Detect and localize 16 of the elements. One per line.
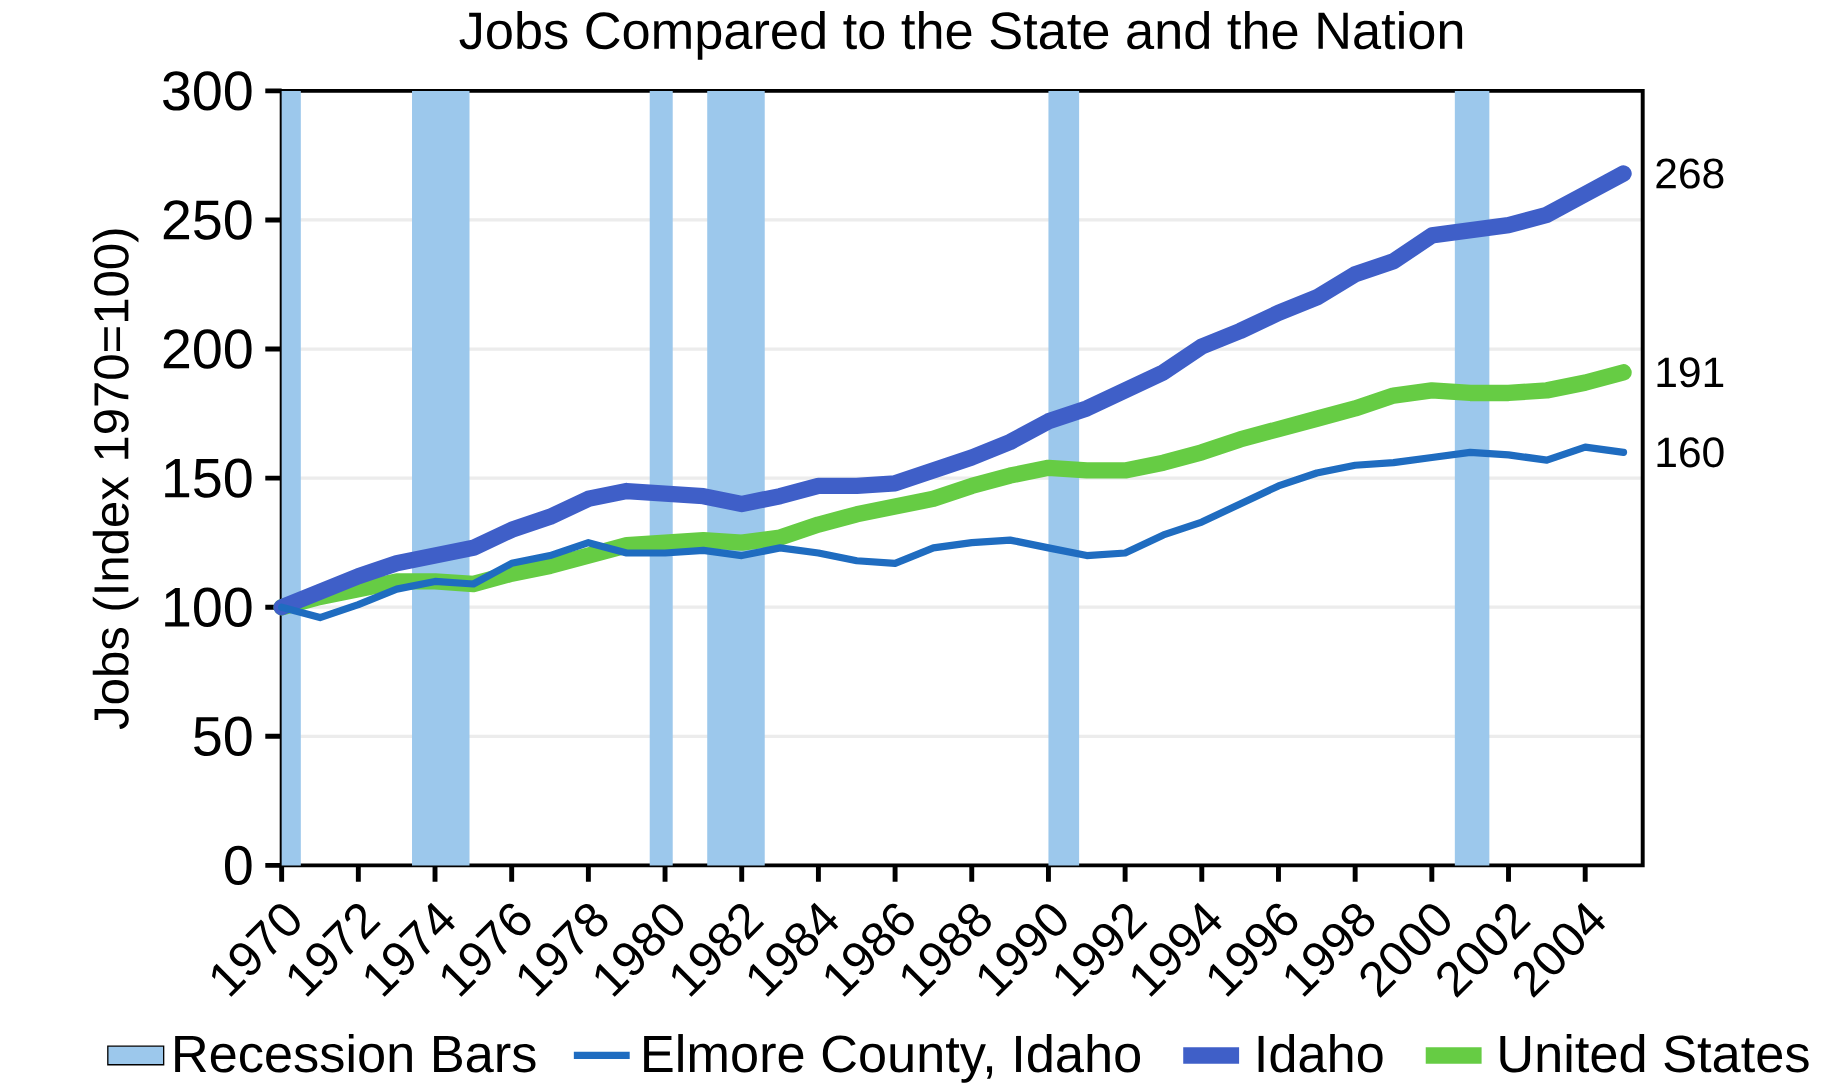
- data-label: 268: [1656, 158, 1724, 189]
- y-tick-label: 250: [163, 200, 252, 240]
- legend-label: Elmore County, Idaho: [644, 1034, 1141, 1083]
- legend-label: United States: [1500, 1034, 1809, 1073]
- chart-title: Jobs Compared to the State and the Nation: [459, 10, 1463, 60]
- y-tick-label: 100: [165, 587, 252, 627]
- y-axis-title: Jobs (Index 1970=100): [92, 229, 139, 730]
- y-tick-label: 50: [194, 716, 252, 757]
- data-label: 160: [1657, 437, 1724, 468]
- y-tick-label: 200: [163, 329, 252, 369]
- y-tick-label: 0: [224, 845, 252, 886]
- y-tick-label: 150: [165, 458, 252, 498]
- y-tick-label: 300: [163, 71, 252, 111]
- legend-label: Recession Bars: [175, 1034, 536, 1073]
- data-label: 191: [1657, 357, 1724, 388]
- legend-label: Idaho: [1258, 1034, 1383, 1073]
